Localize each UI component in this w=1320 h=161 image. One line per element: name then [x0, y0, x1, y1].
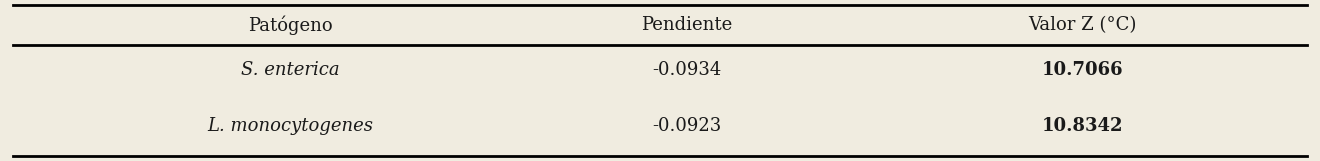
Text: L. monocytogenes: L. monocytogenes — [207, 117, 374, 135]
Text: Pendiente: Pendiente — [640, 16, 733, 34]
Text: -0.0923: -0.0923 — [652, 117, 721, 135]
Text: 10.8342: 10.8342 — [1041, 117, 1123, 135]
Text: -0.0934: -0.0934 — [652, 61, 721, 79]
Text: S. enterica: S. enterica — [242, 61, 339, 79]
Text: Patógeno: Patógeno — [248, 15, 333, 35]
Text: 10.7066: 10.7066 — [1041, 61, 1123, 79]
Text: Valor Z (°C): Valor Z (°C) — [1028, 16, 1137, 34]
